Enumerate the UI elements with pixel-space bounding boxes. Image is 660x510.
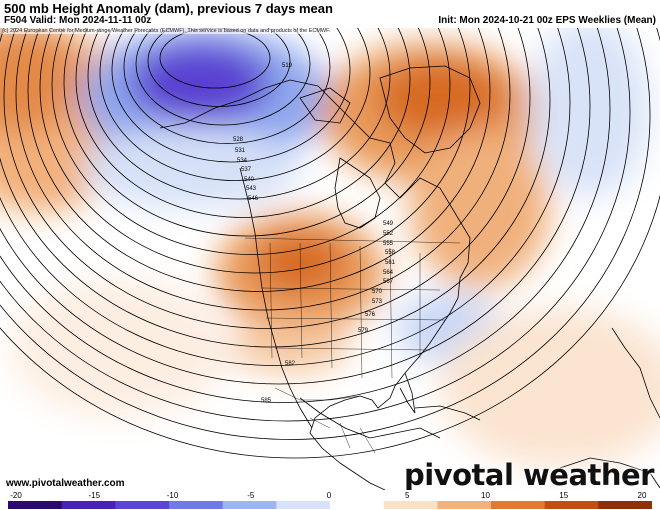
height-contour	[0, 28, 591, 385]
colorbar-tick-label: -10	[166, 491, 179, 500]
colorbar-segment	[491, 501, 546, 509]
height-contour	[111, 28, 351, 163]
height-contour	[0, 28, 631, 422]
anomaly-map: 519 528 531 534 537 540 543 546 549 552 555 558 561 5…	[0, 28, 660, 490]
contour-labels: 519 528 531 534 537 540 543 546 549 552 555 558 561 5…	[233, 63, 396, 404]
contour-label: 552	[383, 231, 394, 237]
colorbar-tick-label: 0	[326, 491, 332, 500]
height-contour	[27, 28, 491, 292]
contour-label: 585	[261, 398, 272, 404]
colorbar-tick-label: 15	[559, 491, 569, 500]
map-canvas: 519 528 531 534 537 540 543 546 549 552 555 558 561 5…	[0, 28, 660, 490]
contour-label: 537	[241, 167, 252, 173]
contour-label: 528	[233, 137, 244, 143]
height-contour	[39, 28, 471, 274]
height-contour	[99, 28, 371, 181]
header-bar: 500 mb Height Anomaly (dam), previous 7 …	[0, 0, 660, 28]
colorbar-segment	[115, 501, 170, 509]
height-contour	[123, 28, 331, 144]
contour-label: 567	[383, 279, 394, 285]
colorbar: -20 -15 -10 -5 0 5 10 15 20	[0, 490, 660, 510]
height-contour	[3, 28, 531, 329]
height-contour	[0, 28, 660, 459]
colorbar-tick-label: -5	[247, 491, 255, 500]
contour-label: 582	[285, 361, 296, 367]
anomaly-west-us-core	[255, 233, 345, 293]
colorbar-strip	[8, 501, 652, 509]
height-contour	[51, 28, 451, 255]
colorbar-tick-label: 10	[481, 491, 490, 500]
contour-label: 573	[372, 299, 383, 305]
anomaly-atlantic-light-positive	[440, 308, 660, 468]
valid-time: F504 Valid: Mon 2024-11-11 00z	[4, 15, 152, 26]
colorbar-segment	[276, 501, 331, 509]
contour-label: 534	[237, 158, 248, 164]
coastlines	[159, 65, 660, 490]
colorbar-segment	[61, 501, 116, 509]
colorbar-segment	[383, 501, 438, 509]
colorbar-segment	[8, 501, 63, 509]
contour-label: 561	[385, 260, 396, 266]
us-mexico-border	[274, 387, 361, 401]
site-url[interactable]: www.pivotalweather.com	[6, 478, 125, 489]
height-contour	[87, 28, 391, 200]
anomaly-alaska-core	[130, 43, 270, 123]
anomaly-pacific-light-positive	[10, 278, 230, 418]
height-contour	[63, 28, 431, 237]
height-contour	[0, 28, 611, 403]
contour-label: 519	[282, 63, 293, 69]
florida-outline	[399, 372, 416, 414]
us-canada-border	[244, 237, 461, 244]
colorbar-segment	[169, 501, 224, 509]
colorbar-segment	[222, 501, 277, 509]
contour-label: 579	[358, 328, 369, 334]
cuba-outline	[414, 405, 481, 421]
colorbar-tick-label: -15	[88, 491, 101, 500]
contour-label: 540	[244, 177, 255, 183]
contour-label: 570	[372, 289, 383, 295]
contour-label: 546	[248, 196, 259, 202]
height-contour	[0, 28, 571, 366]
contour-label: 555	[383, 241, 394, 247]
height-contour	[75, 28, 411, 218]
colorbar-segment	[437, 501, 492, 509]
political-borders	[244, 237, 461, 454]
colorbar-tick-label: 5	[405, 491, 410, 500]
height-contour	[0, 28, 651, 440]
ecmwf-credit: (c) 2024 European Centre for Medium-rang…	[2, 28, 331, 34]
brand-logo: pivotal weather	[403, 458, 655, 492]
greenland-outline	[379, 65, 481, 154]
contour-label: 531	[235, 148, 246, 154]
south-america-outline	[559, 457, 660, 489]
init-time: Init: Mon 2024-10-21 00z EPS Weeklies (M…	[438, 15, 656, 26]
contour-label: 549	[383, 221, 394, 227]
contour-label: 543	[246, 186, 257, 192]
europe-africa-outline	[611, 327, 660, 419]
height-contours	[0, 28, 660, 459]
colorbar-segment	[544, 501, 599, 509]
contour-label: 576	[365, 312, 376, 318]
west-coast-outline	[239, 167, 313, 429]
height-contour	[15, 28, 511, 311]
contour-label: 564	[383, 270, 394, 276]
hudson-bay-outline	[334, 157, 381, 229]
height-contour	[159, 28, 271, 89]
north-america-outline	[159, 79, 471, 490]
map-title: 500 mb Height Anomaly (dam), previous 7 …	[4, 1, 333, 16]
colorbar-tick-label: 20	[637, 491, 647, 500]
height-contour	[135, 28, 311, 126]
anomaly-pacific-light-negative	[80, 128, 300, 208]
contour-label: 558	[385, 250, 396, 256]
anomaly-greenland-core	[375, 58, 505, 138]
height-contour	[147, 28, 291, 107]
mexico-outline	[299, 397, 441, 439]
colorbar-segment	[598, 501, 652, 509]
colorbar-tick-label: -20	[10, 491, 22, 500]
anomaly-labrador-positive	[410, 128, 550, 288]
height-contour	[0, 28, 551, 348]
colorbar-segment	[330, 501, 385, 509]
